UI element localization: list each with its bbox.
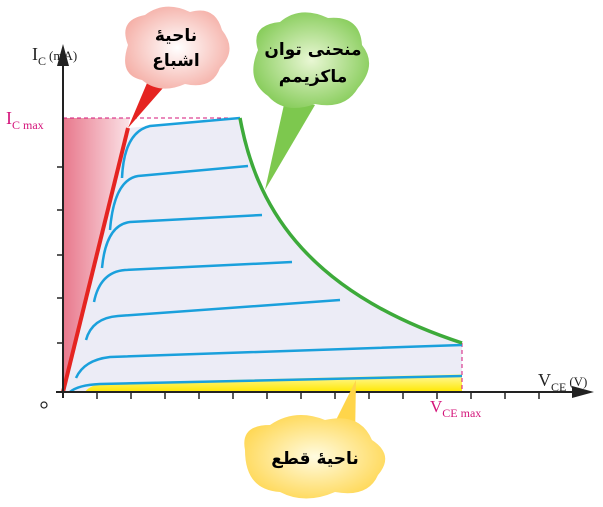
subscript: CE xyxy=(551,380,566,394)
vce-max-label: VCE max xyxy=(430,397,481,420)
saturation-callout: ناحیهٔ اشباع xyxy=(125,6,230,128)
axes xyxy=(56,58,582,398)
cloud-text: ناحیهٔ xyxy=(155,26,197,46)
unit: (V) xyxy=(569,374,587,389)
subscript: C xyxy=(38,54,46,68)
origin xyxy=(40,401,48,409)
cutoff-callout: ناحیهٔ قطع xyxy=(244,380,386,499)
subscript: CE max xyxy=(442,406,481,420)
y-axis-label: IC (mA) xyxy=(32,44,77,68)
saturation-curve xyxy=(61,127,130,393)
symbol: V xyxy=(538,370,551,390)
symbol: I xyxy=(6,108,12,128)
characteristic-curves xyxy=(69,116,463,393)
ic-max-label: IC max xyxy=(6,108,44,132)
cloud-text: اشباع xyxy=(152,51,199,71)
cloud-text: ماکزیمم xyxy=(279,67,347,87)
unit: (mA) xyxy=(49,48,77,63)
cloud-text: ناحیهٔ قطع xyxy=(271,449,359,469)
operating-region xyxy=(63,118,462,392)
subscript: C max xyxy=(12,118,44,132)
max-power-callout: منحنی توان ماکزیمم xyxy=(253,12,370,190)
x-axis-label: VCE (V) xyxy=(538,370,587,394)
x-arrow xyxy=(572,386,594,398)
y-arrow xyxy=(57,44,69,66)
symbol: V xyxy=(430,397,443,416)
symbol: I xyxy=(32,44,38,64)
cloud-text: منحنی توان xyxy=(264,40,361,60)
ticks xyxy=(57,166,540,399)
max-power-curve xyxy=(238,117,463,345)
